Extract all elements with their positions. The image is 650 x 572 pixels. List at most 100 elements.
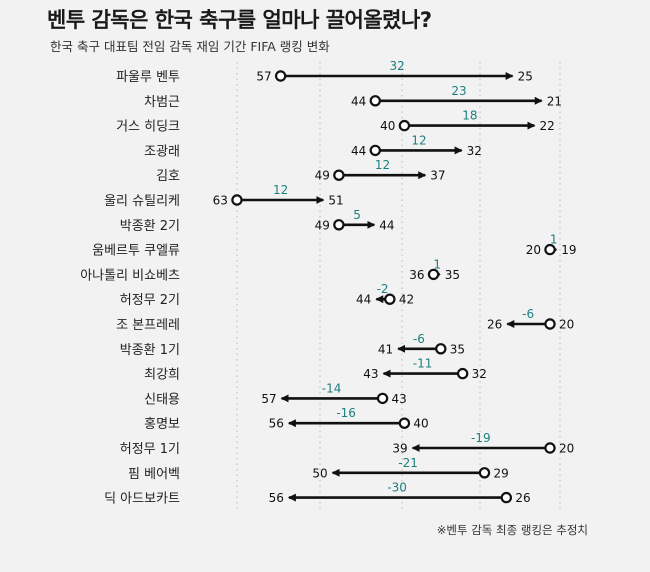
chart-row: 차범근 44 21 23	[144, 84, 562, 110]
start-rank-point	[456, 367, 469, 380]
end-rank-label: 51	[328, 194, 343, 208]
start-rank-label: 44	[351, 94, 366, 108]
chart-title: 벤투 감독은 한국 축구를 얼마나 끌어올렸나?	[47, 8, 432, 32]
rank-change-label: -19	[471, 431, 491, 445]
start-rank-point	[384, 293, 396, 305]
coach-label: 박종환 2기	[120, 219, 180, 234]
start-rank-label: 57	[256, 70, 271, 84]
coach-label: 최강희	[144, 368, 180, 383]
end-rank-label: 44	[356, 293, 371, 307]
footnote: ※벤투 감독 최종 랭킹은 추정치	[436, 523, 588, 537]
rank-change-label: -16	[336, 406, 356, 420]
start-rank-point	[274, 70, 287, 82]
start-rank-label: 42	[399, 293, 414, 307]
rank-change-label: -14	[322, 381, 342, 395]
coach-label: 움베르투 쿠엘류	[92, 244, 180, 259]
rank-change-label: 5	[353, 208, 361, 222]
end-rank-label: 41	[378, 342, 393, 356]
grid-lines	[236, 62, 561, 512]
end-rank-label: 50	[312, 466, 327, 480]
start-rank-label: 35	[450, 342, 465, 356]
chart-row: 조 본프레레 20 26 -6	[116, 307, 574, 333]
start-rank-label: 20	[559, 442, 574, 456]
coach-label: 핌 베어벡	[128, 467, 180, 482]
coach-label: 김호	[156, 169, 180, 184]
start-rank-label: 40	[413, 417, 428, 431]
start-rank-point	[544, 243, 556, 256]
start-rank-point	[398, 417, 411, 429]
chart-row: 딕 아드보카트 26 56 -30	[104, 481, 531, 507]
coach-label: 차범근	[144, 95, 180, 110]
chart-rows: 파울루 벤투 57 25 32 차범근 44 21 23 거스 히딩크 40 22 18 조광래 44 32…	[80, 59, 576, 507]
start-rank-label: 63	[213, 194, 228, 208]
chart-row: 홍명보 40 56 -16	[144, 406, 429, 432]
start-rank-point	[231, 194, 243, 206]
end-rank-label: 56	[269, 491, 284, 505]
rank-change-label: -6	[522, 307, 534, 321]
rank-change-label: -30	[387, 481, 407, 495]
chart-row: 허정무 2기 42 44 -2	[120, 282, 414, 308]
start-rank-point	[435, 343, 447, 355]
chart-row: 허정무 1기 20 39 -19	[120, 431, 575, 457]
coach-label: 울리 슈틸리케	[104, 194, 180, 209]
coach-label: 허정무 2기	[120, 293, 180, 308]
end-rank-label: 25	[518, 70, 533, 84]
chart-subtitle: 한국 축구 대표팀 전임 감독 재임 기간 FIFA 랭킹 변화	[50, 39, 330, 54]
rank-change-label: 12	[375, 158, 390, 172]
chart-row: 최강희 32 43 -11	[144, 357, 487, 383]
rank-change-label: 23	[451, 84, 466, 98]
rank-change-label: 18	[462, 109, 477, 123]
end-rank-label: 26	[487, 318, 502, 332]
coach-label: 딕 아드보카트	[104, 492, 180, 507]
coach-label: 조 본프레레	[116, 318, 180, 333]
rank-change-label: 1	[433, 257, 441, 271]
end-rank-label: 22	[539, 119, 554, 133]
chart-row: 조광래 44 32 12	[144, 133, 482, 159]
chart-row: 핌 베어벡 29 50 -21	[128, 456, 509, 482]
chart-row: 거스 히딩크 40 22 18	[116, 109, 555, 135]
rank-change-label: -11	[413, 357, 433, 371]
coach-label: 신태용	[144, 392, 180, 407]
coach-label: 조광래	[144, 144, 180, 159]
rank-change-label: -21	[398, 456, 418, 470]
start-rank-label: 20	[526, 243, 541, 257]
start-rank-label: 26	[515, 491, 530, 505]
end-rank-label: 35	[445, 268, 460, 282]
end-rank-label: 43	[363, 367, 378, 381]
start-rank-label: 29	[493, 466, 508, 480]
end-rank-label: 19	[561, 243, 576, 257]
end-rank-label: 37	[430, 169, 445, 183]
chart-row: 움베르투 쿠엘류 20 191	[92, 233, 576, 259]
coach-label: 파울루 벤투	[116, 70, 180, 85]
coach-label: 거스 히딩크	[116, 120, 180, 135]
start-rank-label: 36	[409, 268, 424, 282]
start-rank-point	[398, 119, 411, 132]
start-rank-point	[376, 392, 389, 405]
start-rank-point	[369, 144, 381, 157]
start-rank-point	[427, 268, 440, 281]
end-rank-label: 44	[379, 218, 394, 232]
start-rank-point	[333, 219, 345, 231]
end-rank-label: 32	[467, 144, 482, 158]
chart-row: 김호 49 37 12	[156, 158, 445, 184]
start-rank-point	[500, 491, 513, 504]
start-rank-label: 32	[472, 367, 487, 381]
start-rank-point	[544, 442, 556, 454]
chart-row: 파울루 벤투 57 25 32	[116, 59, 533, 85]
rank-change-label: -2	[377, 282, 389, 296]
start-rank-point	[369, 95, 381, 107]
end-rank-label: 21	[547, 94, 562, 108]
chart-row: 신태용 43 57 -14	[144, 381, 407, 407]
start-rank-point	[544, 318, 556, 330]
start-rank-label: 49	[315, 218, 330, 232]
end-rank-label: 39	[392, 442, 407, 456]
coach-label: 홍명보	[144, 417, 180, 432]
start-rank-point	[333, 169, 345, 181]
start-rank-label: 40	[380, 119, 395, 133]
coach-label: 박종환 1기	[120, 343, 180, 358]
start-rank-label: 44	[351, 144, 366, 158]
chart-row: 울리 슈틸리케 63 51 12	[104, 183, 344, 209]
chart-row: 박종환 1기 35 41 -6	[120, 332, 465, 358]
rank-change-label: 12	[273, 183, 288, 197]
